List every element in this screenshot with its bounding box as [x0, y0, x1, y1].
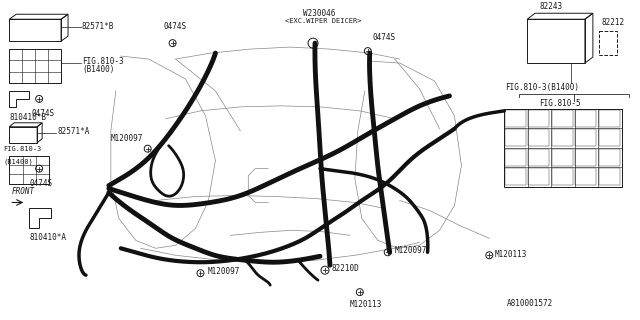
Text: FRONT: FRONT	[12, 187, 35, 196]
Bar	[575, 168, 596, 185]
Text: FIG.810-3: FIG.810-3	[82, 57, 124, 66]
Text: FIG.810-5: FIG.810-5	[539, 99, 580, 108]
Text: 0474S: 0474S	[31, 109, 54, 118]
Text: W230046: W230046	[303, 9, 335, 18]
Text: A810001572: A810001572	[508, 299, 554, 308]
Text: 810410*A: 810410*A	[29, 233, 66, 242]
Text: (B1400): (B1400)	[82, 65, 115, 74]
Bar	[575, 149, 596, 166]
Bar	[505, 168, 526, 185]
Bar	[575, 110, 596, 127]
Text: 0474S: 0474S	[372, 33, 396, 42]
Bar	[575, 129, 596, 146]
Text: 82571*A: 82571*A	[57, 127, 90, 136]
Bar	[528, 149, 549, 166]
Text: (B1400): (B1400)	[3, 159, 33, 165]
Text: M120097: M120097	[395, 246, 427, 255]
Text: 82212: 82212	[602, 18, 625, 27]
Bar	[505, 149, 526, 166]
Text: 82210D: 82210D	[332, 264, 360, 273]
Text: 82571*B: 82571*B	[82, 22, 115, 31]
Bar	[528, 129, 549, 146]
Text: 82243: 82243	[539, 2, 562, 11]
Text: FIG.810-3(B1400): FIG.810-3(B1400)	[505, 83, 579, 92]
Bar	[528, 168, 549, 185]
Text: <EXC.WIPER DEICER>: <EXC.WIPER DEICER>	[285, 18, 362, 24]
Text: M120113: M120113	[350, 300, 382, 309]
Bar	[505, 110, 526, 127]
Bar	[552, 110, 573, 127]
Text: M120097: M120097	[111, 134, 143, 143]
Text: FIG.810-3: FIG.810-3	[3, 146, 42, 152]
Text: M120113: M120113	[494, 250, 527, 259]
Bar	[599, 149, 620, 166]
Text: 0474S: 0474S	[164, 22, 187, 31]
Text: M120097: M120097	[207, 267, 240, 276]
Bar	[552, 168, 573, 185]
Text: 810410*B: 810410*B	[9, 113, 46, 122]
Bar	[599, 168, 620, 185]
Bar	[528, 110, 549, 127]
Bar	[505, 129, 526, 146]
Text: 0474S: 0474S	[29, 179, 52, 188]
Bar	[552, 149, 573, 166]
Bar	[552, 129, 573, 146]
Bar	[599, 129, 620, 146]
Bar	[599, 110, 620, 127]
